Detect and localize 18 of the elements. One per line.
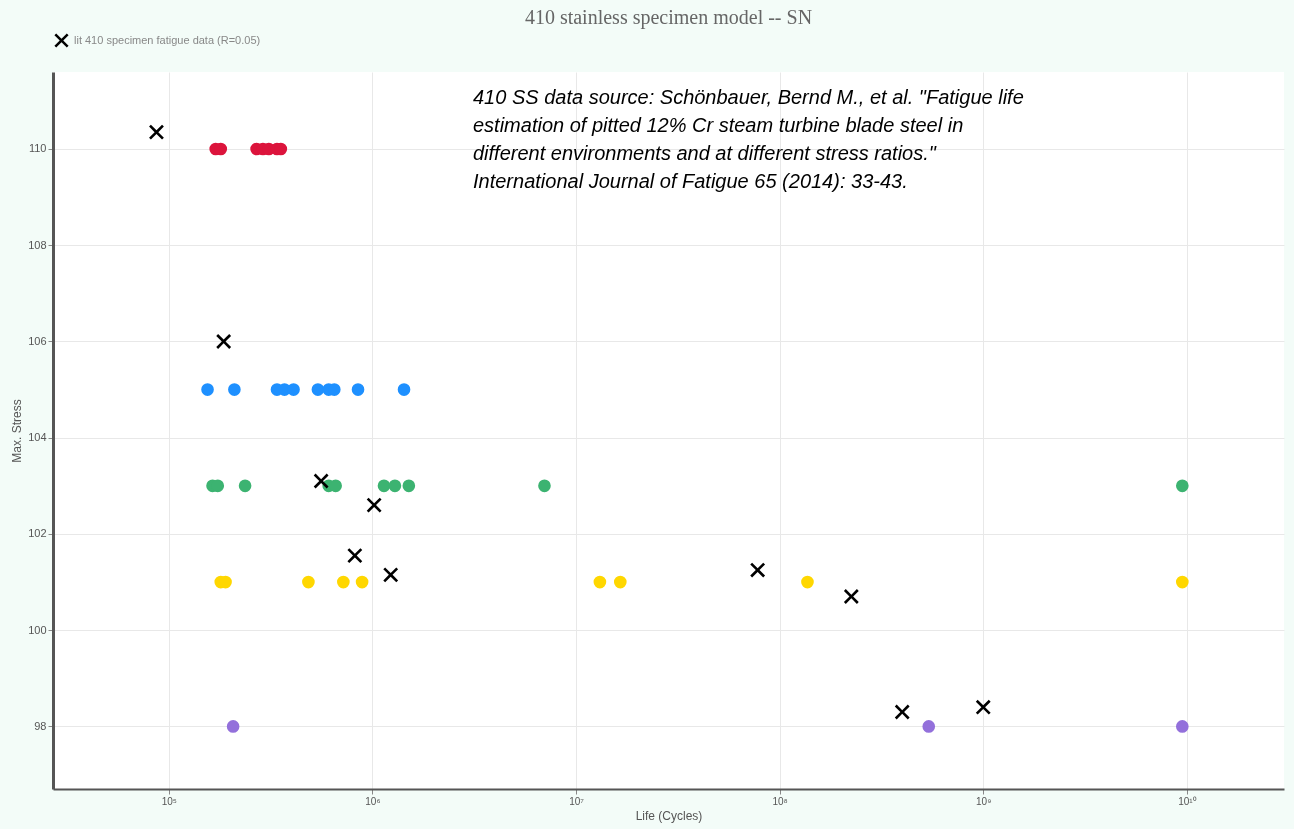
x-axis-title: Life (Cycles) [635, 808, 703, 823]
y-tick-label: 110 [28, 142, 47, 155]
x-tick-label: 10⁹ [976, 795, 992, 807]
y-tick-label: 104 [28, 431, 47, 444]
y-tick-label: 100 [28, 623, 47, 636]
chart-title: 410 stainless specimen model -- SN [524, 6, 813, 29]
y-tick-label: 98 [34, 719, 47, 732]
annotation: 410 SS data source: Schönbauer, Bernd M., et al. "Fatigue life estimation of pitted 12% Cr steam turbine blade steel in different environments and at different stress ratios." International Journal of Fatigue 65 (2014): 33-43. [473, 86, 1024, 192]
x-tick-label: 10⁶ [365, 795, 381, 807]
y-axis-title: Max. Stress [10, 399, 25, 463]
x-tick-label: 10⁸ [772, 795, 788, 807]
y-tick-label: 102 [28, 527, 47, 540]
x-tick-label: 10⁷ [569, 795, 585, 807]
y-tick-label: 108 [28, 238, 47, 251]
y-tick-label: 106 [28, 334, 47, 347]
x-tick-label: 10¹⁰ [1178, 795, 1197, 807]
legend-label: lit 410 specimen fatigue data (R=0.05) [74, 33, 261, 46]
x-tick-label: 10⁵ [161, 795, 177, 807]
